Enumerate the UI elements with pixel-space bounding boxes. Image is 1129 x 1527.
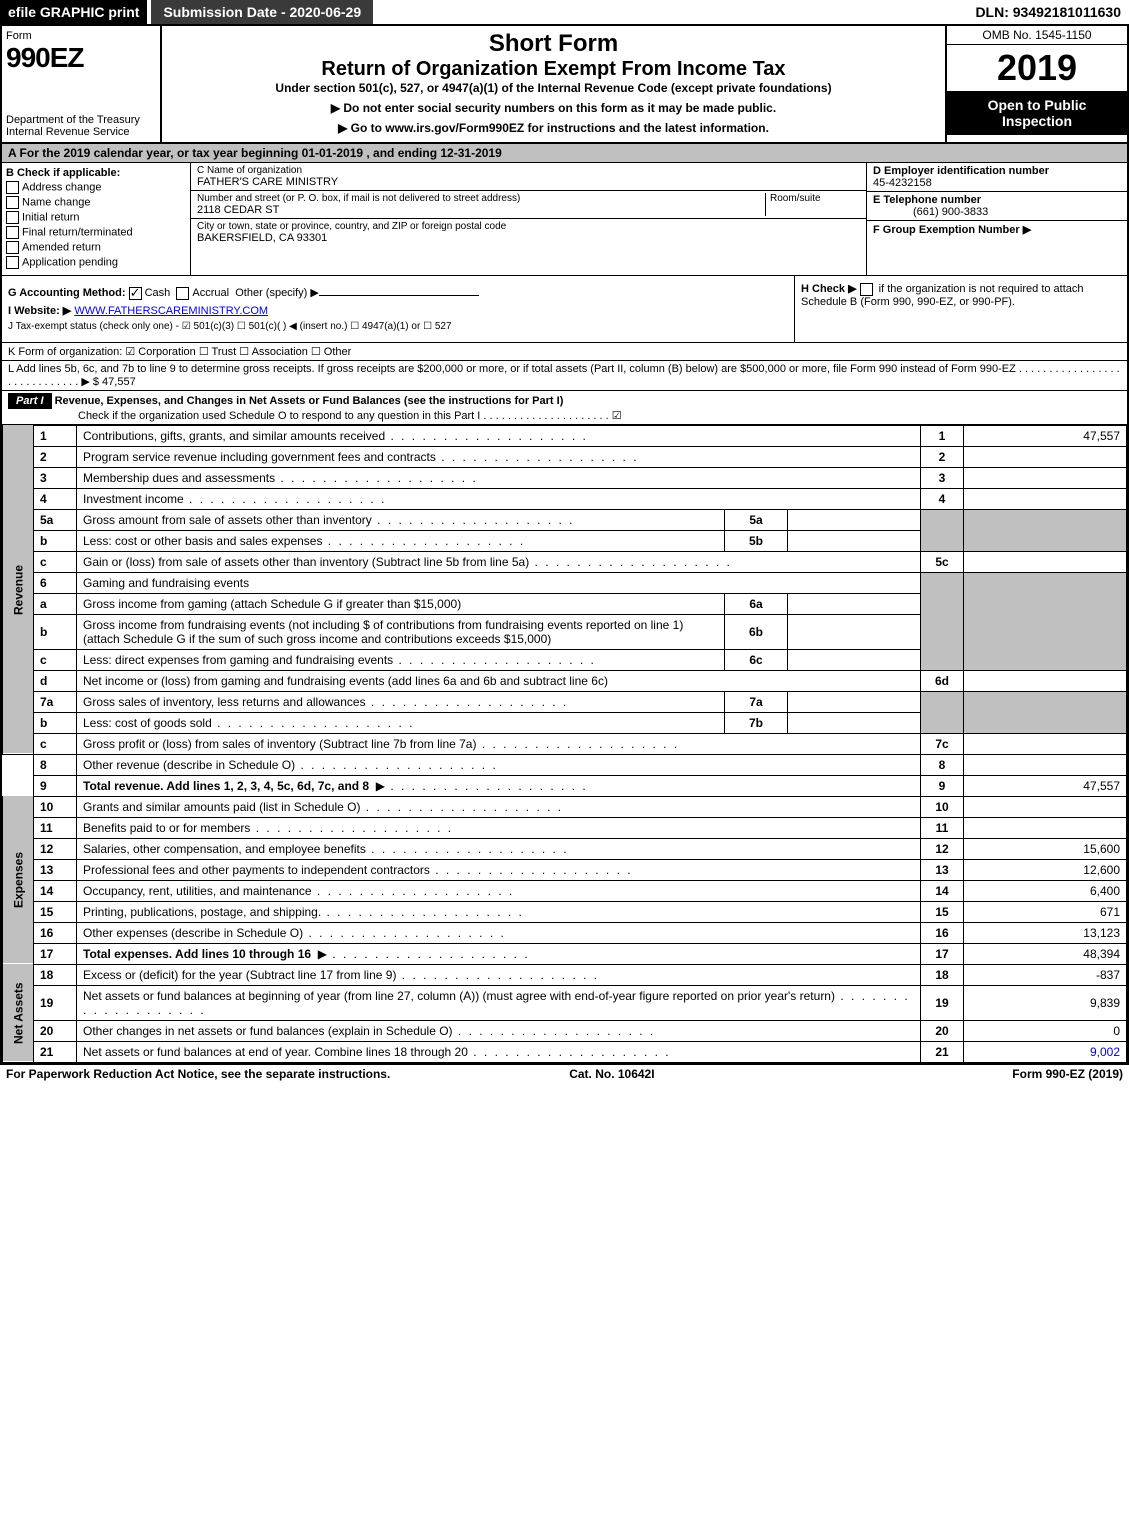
ein-label: D Employer identification number <box>873 165 1049 177</box>
tax-year: 2019 <box>947 45 1127 91</box>
name-label: C Name of organization <box>197 165 860 176</box>
ssn-note: ▶ Do not enter social security numbers o… <box>170 101 937 115</box>
chk-h[interactable] <box>860 283 873 296</box>
efile-label[interactable]: efile GRAPHIC print <box>0 0 147 24</box>
k-row: K Form of organization: ☑ Corporation ☐ … <box>2 343 1127 361</box>
dln: DLN: 93492181011630 <box>975 4 1129 20</box>
omb-number: OMB No. 1545-1150 <box>947 26 1127 45</box>
group-exempt-label: F Group Exemption Number ▶ <box>873 224 1031 236</box>
dept-treasury: Department of the Treasury <box>6 114 156 126</box>
irs-label: Internal Revenue Service <box>6 126 156 138</box>
ein: 45-4232158 <box>873 177 932 189</box>
chk-pending[interactable] <box>6 256 19 269</box>
phone-label: E Telephone number <box>873 194 981 206</box>
chk-accrual[interactable] <box>176 287 189 300</box>
footer-left: For Paperwork Reduction Act Notice, see … <box>6 1067 390 1081</box>
room-label: Room/suite <box>770 193 860 204</box>
submission-date: Submission Date - 2020-06-29 <box>151 0 373 24</box>
lines-table: Revenue 1 Contributions, gifts, grants, … <box>2 425 1127 1063</box>
part-i-title: Revenue, Expenses, and Changes in Net As… <box>55 395 564 407</box>
form-number: 990EZ <box>6 42 156 74</box>
revenue-label: Revenue <box>3 425 34 754</box>
city: BAKERSFIELD, CA 93301 <box>197 232 860 244</box>
form-label: Form <box>6 30 156 42</box>
chk-initial[interactable] <box>6 211 19 224</box>
j-line: J Tax-exempt status (check only one) - ☑… <box>8 321 788 332</box>
expenses-label: Expenses <box>3 796 34 964</box>
street-label: Number and street (or P. O. box, if mail… <box>197 193 765 204</box>
net-assets-label: Net Assets <box>3 964 34 1062</box>
chk-name[interactable] <box>6 196 19 209</box>
box-b-title: B Check if applicable: <box>6 167 120 179</box>
chk-amended[interactable] <box>6 241 19 254</box>
chk-cash[interactable] <box>129 287 142 300</box>
city-label: City or town, state or province, country… <box>197 221 860 232</box>
top-bar: efile GRAPHIC print Submission Date - 20… <box>0 0 1129 24</box>
h-label: H Check ▶ <box>801 283 857 295</box>
l-row: L Add lines 5b, 6c, and 7b to line 9 to … <box>2 361 1127 391</box>
return-title: Return of Organization Exempt From Incom… <box>170 58 937 81</box>
org-name: FATHER'S CARE MINISTRY <box>197 176 860 188</box>
period-row: A For the 2019 calendar year, or tax yea… <box>2 144 1127 163</box>
g-label: G Accounting Method: <box>8 287 126 299</box>
chk-final[interactable] <box>6 226 19 239</box>
chk-address[interactable] <box>6 181 19 194</box>
box-b: B Check if applicable: Address change Na… <box>2 163 191 275</box>
open-public: Open to Public Inspection <box>947 91 1127 135</box>
goto-link[interactable]: ▶ Go to www.irs.gov/Form990EZ for instru… <box>170 121 937 135</box>
other-specify[interactable] <box>319 295 479 296</box>
footer-right: Form 990-EZ (2019) <box>1012 1067 1123 1081</box>
footer-center: Cat. No. 10642I <box>569 1067 654 1081</box>
under-section: Under section 501(c), 527, or 4947(a)(1)… <box>170 81 937 95</box>
part-i-check: Check if the organization used Schedule … <box>8 410 622 422</box>
street: 2118 CEDAR ST <box>197 204 765 216</box>
part-i-label: Part I <box>8 393 52 409</box>
i-label: I Website: ▶ <box>8 305 71 317</box>
short-form-title: Short Form <box>170 30 937 58</box>
website-link[interactable]: WWW.FATHERSCAREMINISTRY.COM <box>74 305 268 317</box>
phone: (661) 900-3833 <box>873 206 988 218</box>
